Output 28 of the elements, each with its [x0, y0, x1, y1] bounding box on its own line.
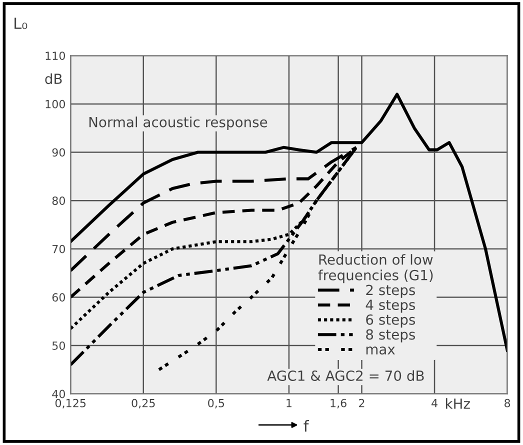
text: kHz — [446, 398, 470, 409]
annotation: AGC1 & AGC2 = 70 dB — [267, 370, 424, 381]
legend-label: 6 steps — [366, 314, 416, 328]
x-tick-label: 0,5 — [208, 398, 224, 408]
y-tick-label: 50 — [52, 341, 66, 350]
x-tick-label: 2 — [359, 398, 364, 408]
y-axis-title: L₀ — [14, 18, 28, 30]
legend-label: 2 steps — [366, 284, 416, 298]
y-tick-label: 60 — [52, 293, 66, 302]
legend-title: Reduction of low frequencies (G1) — [318, 254, 433, 284]
x-tick-label: 0,25 — [132, 398, 155, 408]
legend-label: 8 steps — [366, 329, 416, 342]
x-tick-label: 1,6 — [330, 398, 346, 408]
x-tick-label: 4 — [432, 399, 438, 408]
x-tick-label: 8 — [504, 398, 510, 408]
y-tick-label: 100 — [46, 100, 66, 108]
y-tick-label: 70 — [52, 244, 66, 254]
x-tick-label: 1 — [286, 399, 292, 408]
y-tick-label: 90 — [52, 148, 66, 157]
y-tick-label: 80 — [52, 196, 66, 205]
annotation: Normal acoustic response — [89, 116, 268, 130]
x-axis-title: f — [304, 420, 310, 432]
y-tick-label: 110 — [46, 52, 66, 60]
x-tick-label: 0,125 — [55, 398, 86, 408]
legend-label: max — [366, 346, 395, 355]
legend-label: 4 steps — [366, 300, 416, 313]
y-tick-label: 40 — [52, 390, 66, 398]
text: dB — [45, 73, 62, 84]
